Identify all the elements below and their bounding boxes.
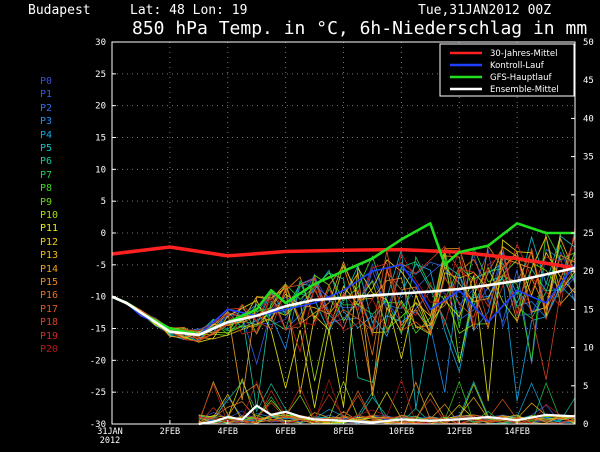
y-right-tick-label: 45	[583, 76, 594, 86]
x-tick-label: 6FEB	[275, 427, 295, 437]
y-right-tick-label: 10	[583, 344, 594, 354]
y-left-tick-label: 5	[101, 197, 106, 207]
y-left-tick-label: 30	[95, 38, 106, 48]
x-tick-label: 4FEB	[218, 427, 238, 437]
y-right-tick-label: 40	[583, 114, 594, 124]
y-left-tick-label: 20	[95, 102, 106, 112]
ensemble-member-line	[111, 227, 576, 354]
y-left-tick-label: -5	[95, 261, 106, 271]
main-series	[111, 222, 576, 426]
y-right-tick-label: 15	[583, 305, 594, 315]
series-gfs-hauptlauf	[111, 222, 575, 337]
x-tick-label: 31JAN 2012	[97, 427, 123, 446]
y-right-tick-label: 25	[583, 229, 594, 239]
member-label-p12: P12	[40, 236, 59, 248]
y-left-tick-label: -25	[90, 388, 106, 398]
series-precip-ensemble-mittel	[198, 404, 576, 426]
location-label: Budapest	[28, 3, 91, 18]
member-label-p10: P10	[40, 210, 59, 221]
member-label-p6: P6	[40, 156, 53, 168]
x-tick-label: 12FEB	[446, 427, 472, 437]
y-right-tick-label: 30	[583, 191, 594, 201]
member-label-p2: P2	[40, 102, 53, 114]
member-label-p20: P20	[40, 344, 59, 355]
run-label: Tue,31JAN2012 00Z	[418, 3, 552, 18]
ensemble-precip-line	[198, 380, 576, 425]
member-label-p7: P7	[40, 169, 53, 181]
y-right-tick-label: 20	[583, 267, 594, 277]
legend-label: GFS-Hauptlauf	[490, 73, 552, 83]
member-label-p17: P17	[40, 303, 59, 315]
member-label-p9: P9	[40, 196, 53, 208]
member-label-p16: P16	[40, 290, 59, 302]
y-left-tick-label: -10	[90, 293, 106, 303]
x-tick-label: 2FEB	[160, 427, 180, 437]
member-label-p8: P8	[40, 183, 53, 195]
series-ensemble-mittel	[111, 266, 576, 337]
member-label-p1: P1	[40, 89, 53, 101]
y-right-tick-label: 35	[583, 153, 594, 163]
ensemble-precip-line	[198, 390, 576, 425]
member-label-p11: P11	[40, 223, 59, 235]
chart-title: 850 hPa Temp. in °C, 6h-Niederschlag in …	[132, 18, 588, 39]
ensemble-member-line	[111, 244, 576, 342]
y-right-tick-label: 50	[583, 38, 594, 48]
x-tick-label: 14FEB	[504, 427, 530, 437]
legend-label: Kontroll-Lauf	[490, 61, 545, 71]
y-right-tick-label: 0	[583, 420, 588, 430]
legend-label: 30-Jahres-Mittel	[490, 49, 557, 59]
y-left-tick-label: 25	[95, 70, 106, 80]
member-label-p18: P18	[40, 317, 59, 329]
ensemble-member-line	[111, 246, 576, 335]
x-tick-label: 8FEB	[333, 427, 353, 437]
legend: 30-Jahres-Mittel Kontroll-Lauf GFS-Hauptla…	[439, 43, 575, 97]
y-left-tick-label: -15	[90, 325, 106, 335]
member-label-p15: P15	[40, 277, 59, 288]
x-tick-label: 10FEB	[389, 427, 415, 437]
series-30-jahres-mittel	[111, 245, 576, 270]
legend-label: Ensemble-Mittel	[490, 85, 559, 95]
member-label-p19: P19	[40, 330, 59, 342]
y-right-tick-label: 5	[583, 382, 588, 392]
member-label-p4: P4	[40, 129, 53, 141]
y-left-tick-label: -20	[90, 356, 106, 366]
member-label-p0: P0	[40, 76, 53, 87]
coords-label: Lat: 48 Lon: 19	[130, 3, 248, 18]
y-left-tick-label: -30	[90, 420, 106, 430]
ensemble-member-line	[111, 232, 576, 408]
member-label-p3: P3	[40, 116, 53, 128]
y-left-tick-label: 15	[95, 134, 106, 144]
axes: 302520151050-5-10-15-20-25-3050454035302…	[90, 38, 594, 446]
y-left-tick-label: 10	[95, 165, 106, 175]
member-label-p5: P5	[40, 143, 53, 154]
member-label-p13: P13	[40, 250, 59, 262]
member-label-p14: P14	[40, 263, 59, 275]
y-left-tick-label: 0	[101, 229, 106, 239]
